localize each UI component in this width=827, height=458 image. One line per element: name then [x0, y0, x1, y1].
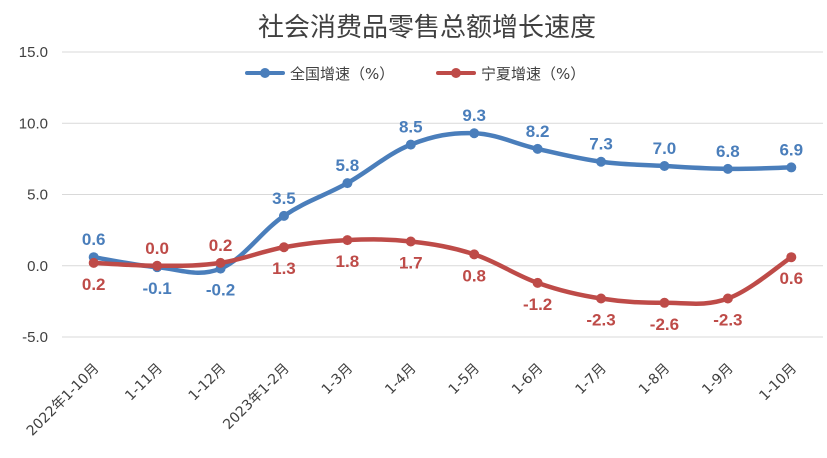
x-tick-label: 1-6月	[509, 361, 546, 398]
data-point	[278, 242, 289, 253]
data-point	[88, 257, 99, 268]
data-point	[469, 128, 480, 139]
legend-item-ningxia: 宁夏增速（%）	[436, 65, 585, 83]
x-tick-label: 1-7月	[572, 361, 609, 398]
data-label: 0.0	[145, 239, 169, 258]
data-label: 6.9	[779, 140, 803, 159]
data-point	[786, 162, 797, 173]
y-tick-label: -5.0	[22, 329, 48, 346]
data-point	[786, 252, 797, 263]
data-point	[342, 235, 353, 246]
data-label: 0.2	[209, 236, 233, 255]
x-tick-label: 1-5月	[446, 361, 483, 398]
data-label: 8.5	[399, 118, 423, 137]
data-point	[722, 163, 733, 174]
data-point	[659, 161, 670, 171]
data-label: -2.3	[713, 311, 742, 330]
data-label: 7.0	[653, 139, 677, 158]
y-axis-ticks: 15.0 10.0 5.0 0.0 -5.0	[19, 44, 48, 346]
legend-label-national: 全国增速（%）	[290, 65, 394, 83]
x-tick-label: 1-12月	[186, 361, 230, 405]
data-labels: 0.6 -0.1 -0.2 3.5 5.8 8.5 9.3 8.2 7.3 7.0 6.8 6.9 0.…	[82, 106, 803, 334]
data-point	[596, 156, 607, 167]
data-label: -2.6	[650, 315, 679, 334]
x-tick-label: 1-4月	[382, 361, 419, 398]
data-point	[215, 257, 226, 268]
x-tick-label: 2022年1-10月	[24, 361, 103, 440]
data-point	[405, 236, 416, 247]
data-label: -0.1	[142, 279, 171, 298]
y-tick-label: 5.0	[27, 187, 48, 204]
x-tick-label: 1-11月	[122, 361, 166, 405]
x-tick-label: 1-3月	[319, 361, 356, 398]
data-label: 3.5	[272, 189, 296, 208]
data-label: -0.2	[206, 281, 235, 300]
data-label: 5.8	[336, 156, 360, 175]
data-point	[278, 210, 289, 221]
data-point	[152, 260, 163, 271]
data-label: 0.6	[82, 230, 106, 249]
data-label: -2.3	[586, 311, 615, 330]
series-line-0	[91, 130, 794, 276]
legend-marker-ningxia	[451, 68, 461, 78]
data-point	[532, 143, 543, 154]
data-label: 1.3	[272, 259, 296, 278]
data-label: 0.8	[462, 266, 486, 285]
x-tick-label: 2023年1-2月	[220, 361, 292, 433]
data-point	[405, 139, 416, 150]
data-point	[722, 293, 733, 304]
y-tick-label: 10.0	[19, 115, 48, 132]
data-label: 9.3	[462, 106, 486, 125]
data-point	[532, 277, 543, 288]
data-label: 6.8	[716, 142, 740, 161]
y-tick-label: 0.0	[27, 258, 48, 275]
data-label: 0.2	[82, 275, 106, 294]
x-tick-label: 1-9月	[699, 361, 736, 398]
chart-title: 社会消费品零售总额增长速度	[258, 13, 596, 43]
data-label: 1.8	[336, 252, 360, 271]
gridlines	[62, 51, 823, 338]
data-point	[596, 293, 607, 304]
y-tick-label: 15.0	[19, 44, 48, 61]
series-lines	[88, 128, 797, 308]
data-label: -1.2	[523, 295, 552, 314]
data-label: 8.2	[526, 122, 550, 141]
legend-marker-national	[260, 68, 270, 78]
data-point	[342, 178, 353, 189]
x-tick-label: 1-10月	[756, 361, 800, 405]
data-label: 1.7	[399, 254, 423, 273]
data-label: 7.3	[589, 135, 613, 154]
data-label: 0.6	[779, 269, 803, 288]
data-point	[659, 297, 670, 308]
x-tick-label: 1-8月	[636, 361, 673, 398]
data-point	[469, 249, 480, 260]
legend: 全国增速（%） 宁夏增速（%）	[245, 65, 585, 83]
legend-item-national: 全国增速（%）	[245, 65, 394, 83]
legend-label-ningxia: 宁夏增速（%）	[481, 65, 585, 83]
